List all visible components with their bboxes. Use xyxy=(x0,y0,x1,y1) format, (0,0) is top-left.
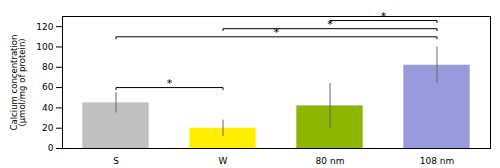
svg-text:100: 100 xyxy=(36,42,53,52)
svg-text:*: * xyxy=(274,26,280,39)
svg-text:W: W xyxy=(219,156,228,166)
svg-text:60: 60 xyxy=(42,82,54,92)
svg-text:20: 20 xyxy=(42,123,54,133)
svg-text:Calcium concentration(μmol/mg: Calcium concentration(μmol/mg of protein… xyxy=(9,35,28,131)
svg-text:*: * xyxy=(167,77,173,90)
svg-text:80 nm: 80 nm xyxy=(316,156,345,166)
svg-text:40: 40 xyxy=(42,103,54,113)
svg-text:80: 80 xyxy=(42,62,54,72)
svg-text:108 nm: 108 nm xyxy=(420,156,455,166)
svg-text:0: 0 xyxy=(48,143,54,153)
svg-text:*: * xyxy=(327,18,333,31)
svg-text:S: S xyxy=(113,156,119,166)
svg-text:120: 120 xyxy=(36,22,53,32)
